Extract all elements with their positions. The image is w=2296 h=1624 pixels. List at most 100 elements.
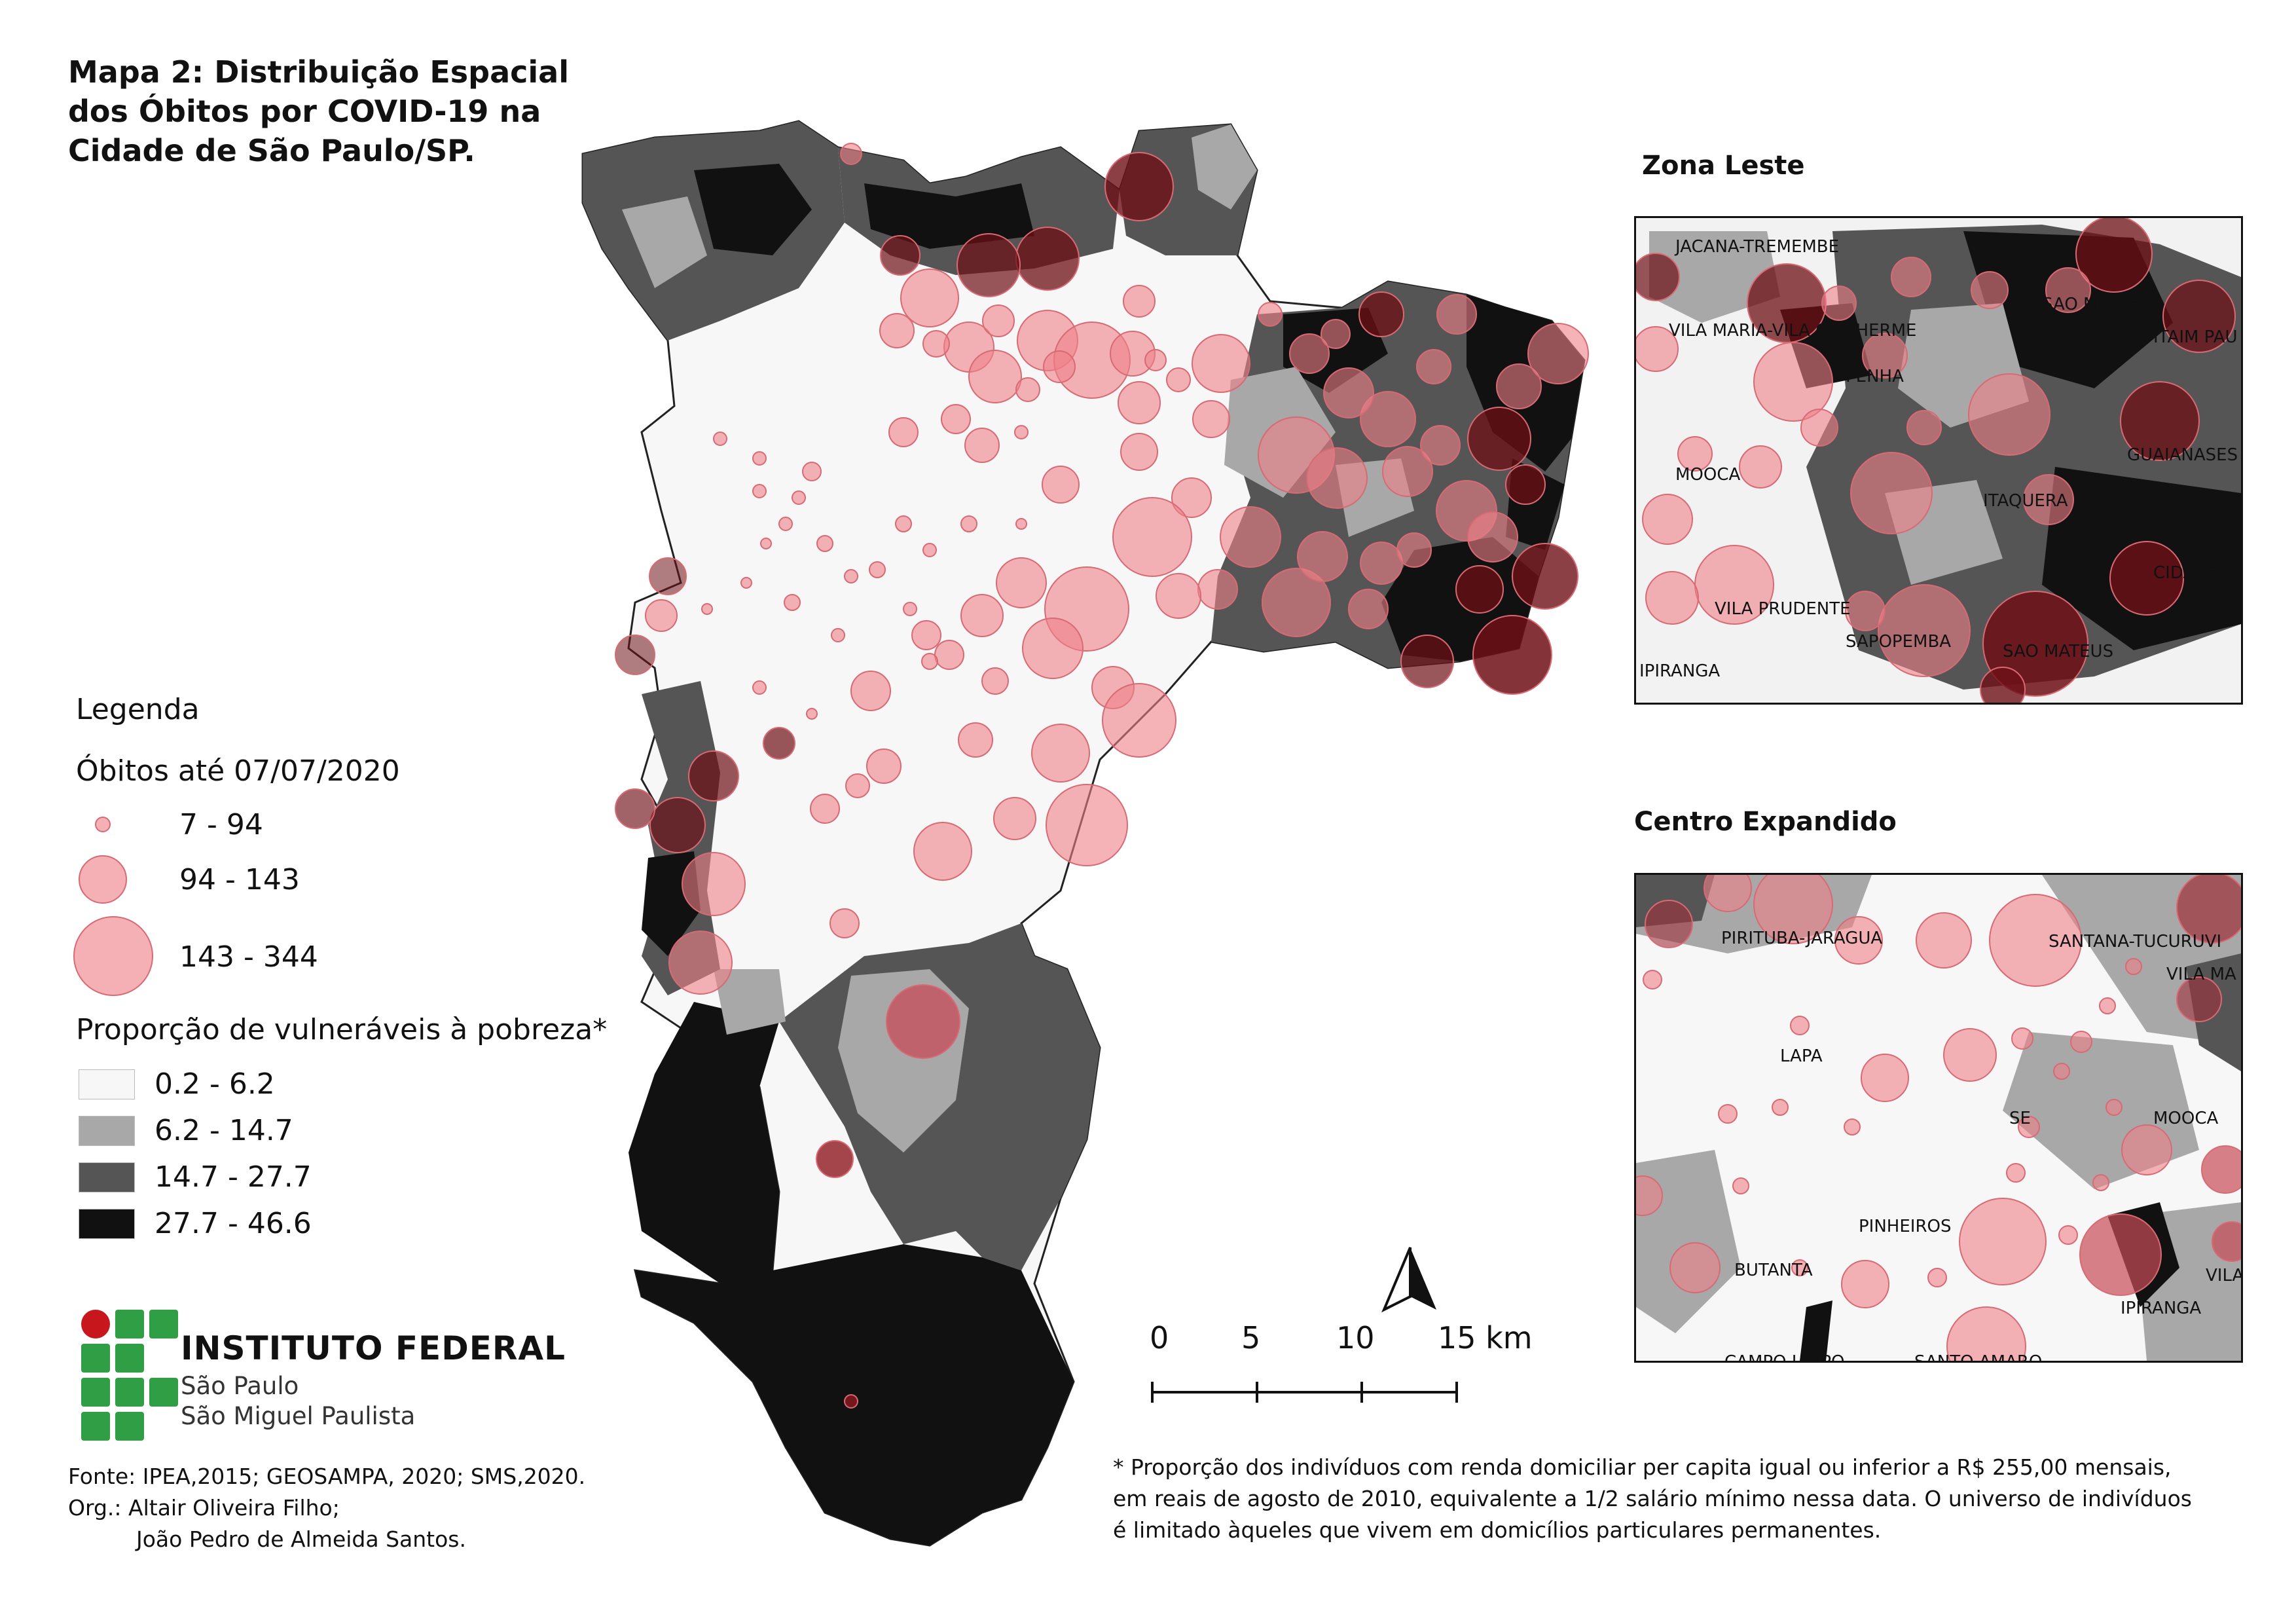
bubble [1156, 573, 1201, 619]
centro-dark-2 [1800, 1301, 1832, 1361]
label: SAPOPEMBA [1846, 632, 1951, 652]
inset-leste-title: Zona Leste [1642, 151, 1805, 181]
legend-poverty-title: Proporção de vulneráveis à pobreza* [76, 1013, 608, 1046]
bubble [1496, 363, 1542, 409]
label: IPIRANGA [1639, 661, 1720, 681]
bubble [1118, 381, 1161, 424]
bubble [964, 428, 1000, 463]
legend-death-class-1: 7 - 94 [179, 808, 263, 841]
bubble [2099, 997, 2116, 1014]
bubble [649, 797, 706, 853]
bubble [2120, 381, 2200, 461]
bubble [668, 931, 733, 995]
label: SE [2009, 1109, 2031, 1128]
bubble [763, 727, 795, 760]
bubble [1382, 446, 1433, 497]
bubble [1642, 494, 1693, 545]
bubble [829, 908, 860, 938]
bubble [1400, 635, 1454, 688]
main-map[interactable] [563, 39, 1611, 1585]
logo-square [81, 1412, 110, 1441]
bubble [2045, 267, 2091, 313]
bubble [869, 561, 886, 578]
label: VILA MARIA-VILA GUILHERME [1669, 321, 1916, 341]
bubble [1348, 589, 1389, 629]
centro-bubbles [1636, 875, 2241, 1361]
label: LAPA [1780, 1046, 1823, 1066]
bubble [1878, 584, 1971, 677]
logo-square [115, 1310, 144, 1338]
bubble [1046, 784, 1128, 866]
north-arrow-icon [1381, 1247, 1436, 1313]
logo-square [149, 1378, 178, 1407]
bubble [1323, 367, 1374, 418]
bubble [1861, 1054, 1909, 1102]
bubble [1192, 400, 1230, 438]
bubble [1636, 326, 1679, 372]
bubble [688, 750, 739, 802]
bubble [2162, 280, 2236, 353]
source-line: Fonte: IPEA,2015; GEOSAMPA, 2020; SMS,20… [68, 1464, 586, 1489]
bubble [1043, 350, 1076, 383]
bubble [1220, 506, 1281, 568]
bubble [2105, 1099, 2123, 1116]
bubble [911, 620, 941, 650]
bubble [2092, 1174, 2109, 1191]
bubble [1306, 447, 1368, 509]
bubble [1844, 1118, 1861, 1135]
footnote-line-2: em reais de agosto de 2010, equivalente … [1113, 1486, 2192, 1511]
swatch-class-4 [79, 1208, 135, 1239]
bubble [784, 594, 801, 611]
bubble [2070, 1031, 2092, 1053]
legend-poverty-row-3: 14.7 - 27.7 [79, 1160, 312, 1194]
bubble [1166, 367, 1191, 392]
bubble [844, 1394, 858, 1409]
bubble [1989, 894, 2082, 987]
bubble [701, 603, 713, 615]
bubble [922, 330, 950, 358]
bubble [1636, 253, 1680, 301]
bubble [649, 557, 687, 595]
leste-labels: JACANA-TREMEMBE SAO MIGUEL VILA MARIA-VI… [1639, 237, 2239, 681]
bubble [913, 822, 972, 881]
title-line-1: Mapa 2: Distribuição Espacial [68, 54, 569, 90]
bubble [2201, 1145, 2241, 1194]
bubble [752, 451, 767, 466]
bubble [752, 484, 767, 498]
bubble [713, 432, 727, 446]
bubble [844, 569, 858, 583]
label: SAO MIGUEL [2042, 295, 2149, 314]
bubble [1031, 724, 1090, 783]
north-dark [864, 183, 1034, 249]
bubble [1821, 286, 1857, 321]
legend-heading: Legenda [76, 693, 200, 726]
scale-label-10: 10 [1336, 1320, 1375, 1356]
bubble [879, 313, 915, 348]
bubble [1862, 333, 1908, 378]
scale-label-15: 15 km [1438, 1320, 1533, 1356]
bubble [1753, 342, 1833, 422]
bubble [840, 143, 862, 165]
swatch-class-1 [79, 1069, 135, 1099]
poverty-class-3: 14.7 - 27.7 [155, 1160, 312, 1194]
inset-centro-frame[interactable]: PIRITUBA-JARAGUA SANTANA-TUCURUVI VILA M… [1634, 873, 2243, 1363]
bubble [981, 667, 1009, 695]
bubble [1704, 875, 1752, 912]
bubble [1841, 1260, 1889, 1308]
bubble [1800, 409, 1838, 447]
bubble [2176, 976, 2222, 1022]
bubble [968, 350, 1022, 403]
bubble [1645, 571, 1699, 625]
bubble [1321, 319, 1351, 349]
label: PENHA [1846, 367, 1904, 386]
legend-bubble-small [95, 817, 111, 832]
bubble [2075, 218, 2153, 293]
bubble [1396, 532, 1432, 568]
bubble [1943, 1028, 1997, 1082]
bubble [958, 722, 993, 758]
title-line-3: Cidade de São Paulo/SP. [68, 133, 475, 168]
bubble [1739, 445, 1782, 489]
bubble [1467, 511, 1518, 563]
bubble [845, 773, 870, 798]
inset-leste-frame[interactable]: JACANA-TREMEMBE SAO MIGUEL VILA MARIA-VI… [1634, 216, 2243, 705]
